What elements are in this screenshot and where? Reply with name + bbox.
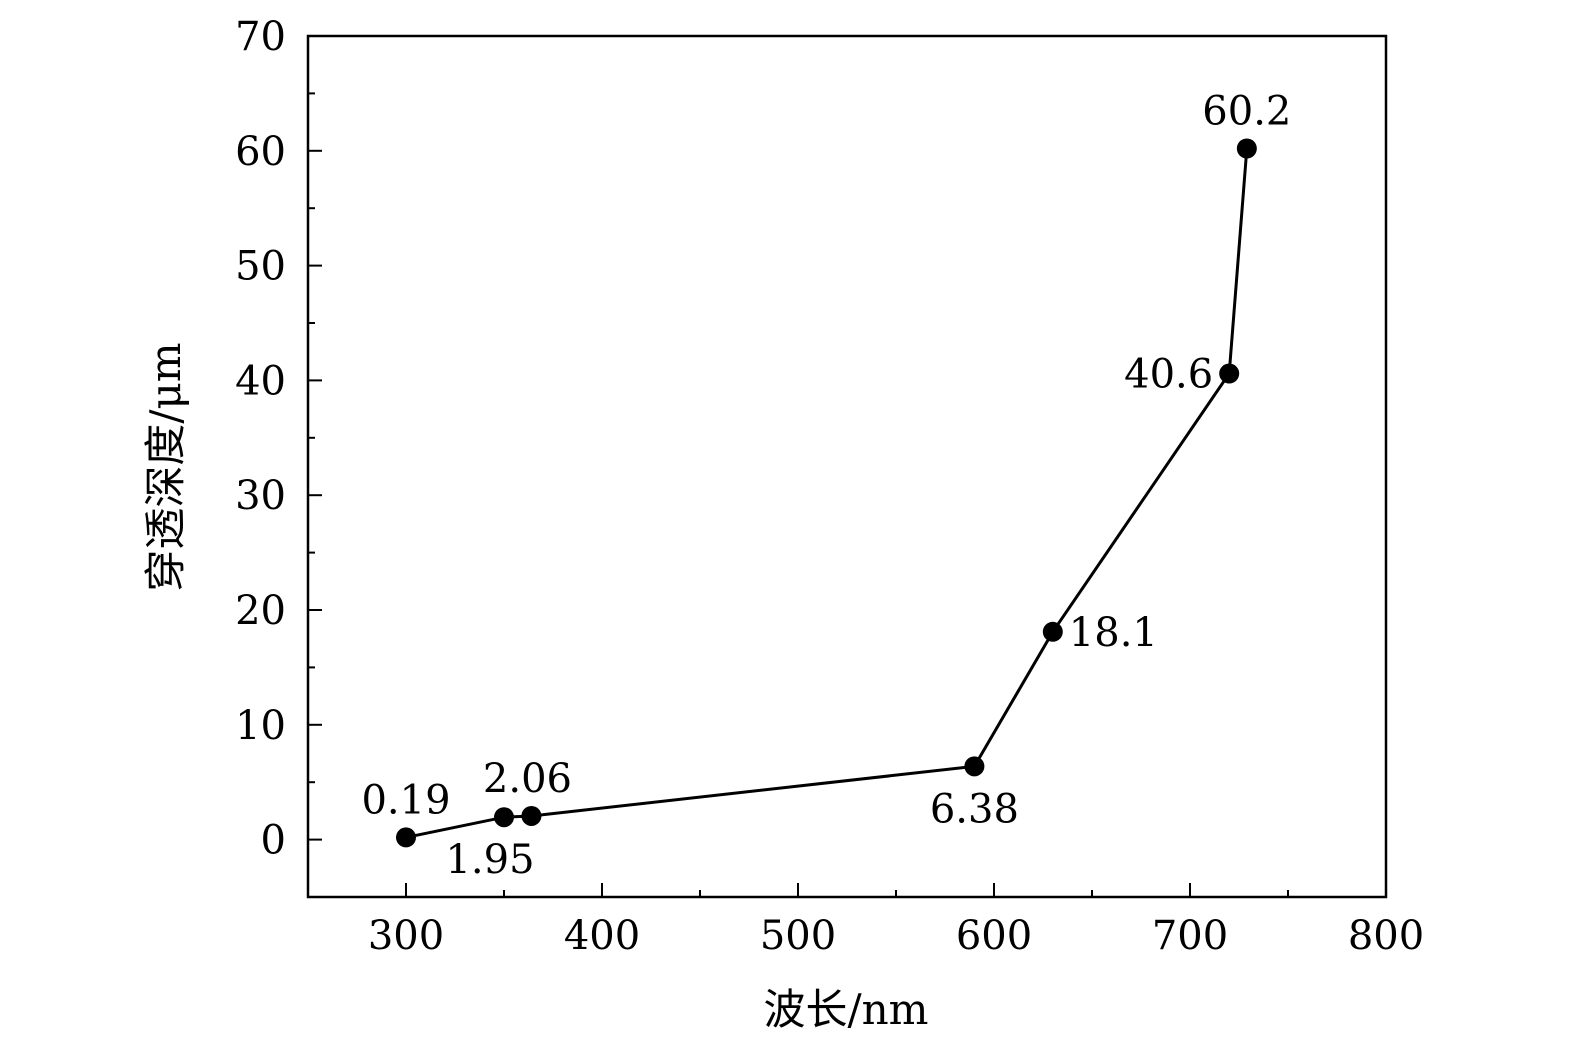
data-point [521,805,542,826]
y-axis-title: 穿透深度/μm [141,342,190,591]
x-axis-title: 波长/nm [763,985,928,1034]
y-tick-label: 70 [235,14,286,60]
y-tick-label: 50 [235,244,286,290]
y-tick-label: 10 [235,703,286,749]
data-point [1219,363,1240,384]
y-tick-label: 0 [261,818,286,864]
data-labels-group: 0.19 1.95 2.06 6.38 18.1 40.6 60.2 [361,89,1291,884]
x-tick-label: 600 [956,913,1032,959]
x-tick-label: 800 [1348,913,1424,959]
x-tick-label: 300 [368,913,444,959]
x-tick-label: 400 [564,913,640,959]
data-label: 1.95 [445,837,534,883]
plot-frame [306,34,1388,899]
x-tick-label: 500 [760,913,836,959]
x-tick-label: 700 [1152,913,1228,959]
data-point [964,756,985,777]
data-label: 6.38 [930,786,1019,832]
data-label: 40.6 [1124,352,1213,398]
series-group [396,138,1257,848]
series-line [405,148,1249,839]
data-point [1042,621,1063,642]
y-tick-label: 40 [235,358,286,404]
data-point [494,807,514,828]
data-label: 0.19 [361,777,450,823]
y-tick-label: 30 [235,473,286,519]
y-tick-label: 60 [235,129,286,175]
data-point [396,827,416,848]
data-label: 2.06 [483,756,572,802]
data-label: 60.2 [1202,89,1291,135]
ticks-group: 300 400 500 600 700 800 0 10 20 30 40 50 60 70 [235,14,1424,959]
data-label: 18.1 [1069,610,1158,656]
y-tick-label: 20 [235,588,286,634]
data-point [1236,138,1257,159]
axes-group [306,34,1388,899]
